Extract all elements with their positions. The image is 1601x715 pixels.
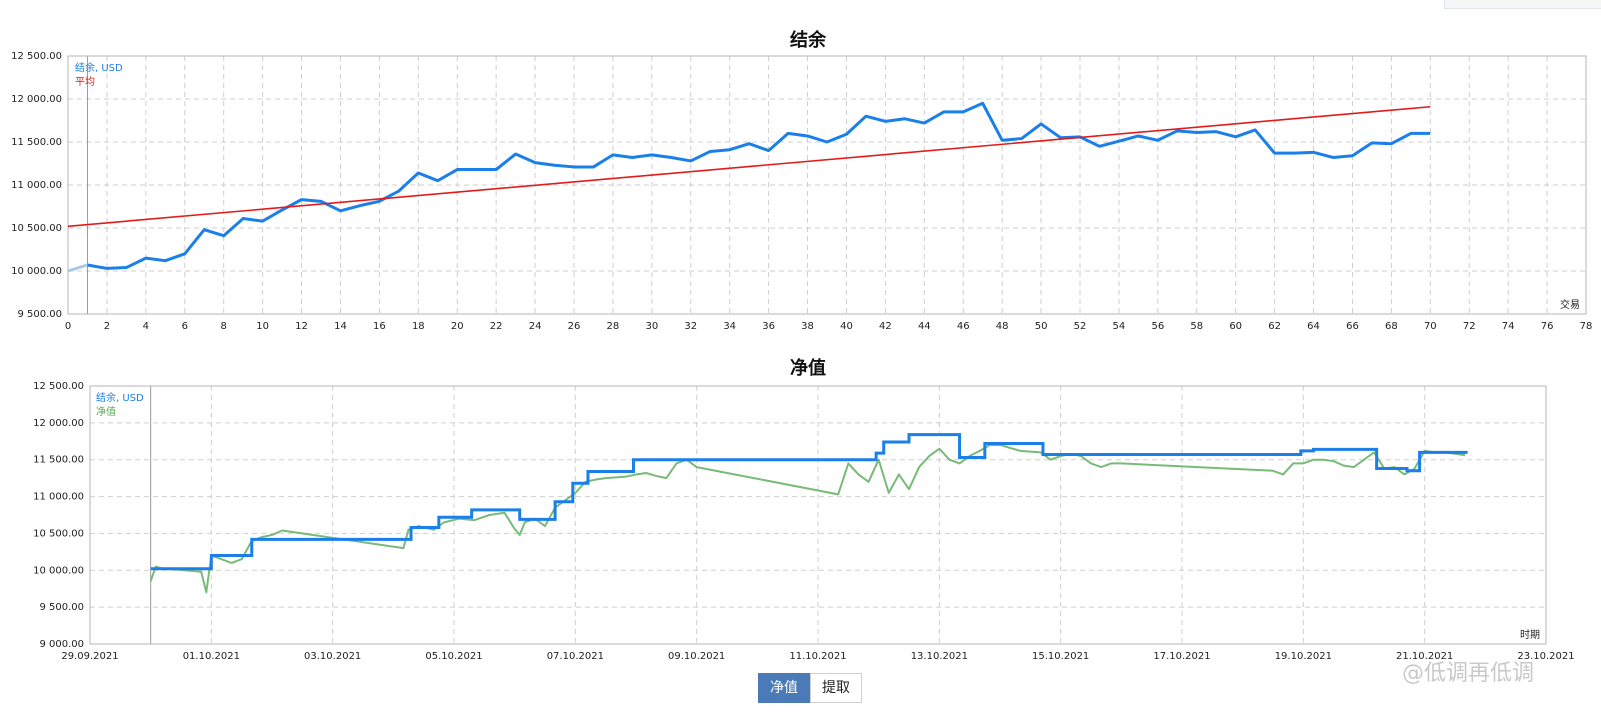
chart1-x-tick-label: 30 bbox=[645, 321, 658, 332]
chart2-x-tick-label: 29.09.2021 bbox=[61, 651, 118, 662]
chart1-x-tick-label: 26 bbox=[568, 321, 581, 332]
chart1-series bbox=[67, 101, 1431, 273]
chart1-x-tick-label: 48 bbox=[996, 321, 1009, 332]
chart1-y-tick-label: 11 000.00 bbox=[11, 180, 62, 191]
chart2-y-tick-label: 12 500.00 bbox=[33, 381, 84, 392]
chart1-x-tick-label: 20 bbox=[451, 321, 464, 332]
chart1-x-tick-label: 40 bbox=[840, 321, 853, 332]
chart1-x-tick-label: 38 bbox=[801, 321, 814, 332]
chart2-grid bbox=[90, 386, 1546, 644]
chart2-x-tick-label: 09.10.2021 bbox=[668, 651, 725, 662]
chart1-x-tick-label: 60 bbox=[1229, 321, 1242, 332]
chart1-y-tick-label: 10 500.00 bbox=[11, 223, 62, 234]
chart1-x-axis: 0 2 4 6 8 10 12 14 16 18 20 22 24 26 28 30 32 34 36 38 40 42 4… bbox=[65, 321, 1593, 332]
chart2-x-axis: 29.09.2021 01.10.2021 03.10.2021 05.10.2021… bbox=[61, 651, 1574, 662]
chart1-x-tick-label: 34 bbox=[723, 321, 736, 332]
chart1-title: 结余 bbox=[790, 29, 827, 51]
chart2-y-tick-label: 10 000.00 bbox=[33, 565, 84, 576]
chart2-x-tick-label: 05.10.2021 bbox=[425, 651, 482, 662]
chart1-x-tick-label: 8 bbox=[221, 321, 227, 332]
chart1-x-tick-label: 10 bbox=[256, 321, 269, 332]
chart2-x-tick-label: 01.10.2021 bbox=[183, 651, 240, 662]
chart2-y-tick-label: 10 500.00 bbox=[33, 528, 84, 539]
chart1-x-tick-label: 70 bbox=[1424, 321, 1437, 332]
chart2-series bbox=[149, 433, 1468, 594]
chart-tabs: 净值 提取 bbox=[758, 673, 862, 703]
chart1-y-tick-label: 12 000.00 bbox=[11, 94, 62, 105]
chart1-x-tick-label: 32 bbox=[684, 321, 697, 332]
chart1-x-tick-label: 28 bbox=[607, 321, 620, 332]
chart2-y-tick-label: 11 500.00 bbox=[33, 455, 84, 466]
chart1-x-tick-label: 36 bbox=[762, 321, 775, 332]
chart2-y-tick-label: 9 500.00 bbox=[39, 602, 84, 613]
chart2-x-tick-label: 23.10.2021 bbox=[1517, 651, 1574, 662]
chart1-x-tick-label: 22 bbox=[490, 321, 503, 332]
chart1-x-tick-label: 54 bbox=[1113, 321, 1126, 332]
chart1-x-tick-label: 50 bbox=[1035, 321, 1048, 332]
top-right-panel-edge bbox=[1444, 0, 1601, 9]
chart1-x-tick-label: 14 bbox=[334, 321, 347, 332]
chart1-x-tick-label: 16 bbox=[373, 321, 386, 332]
chart1-x-tick-label: 6 bbox=[182, 321, 188, 332]
chart1-balance-line bbox=[87, 101, 1431, 270]
chart2-plot-area bbox=[89, 385, 1547, 645]
chart1-y-axis: 9 500.00 10 000.00 10 500.00 11 000.00 11 50… bbox=[11, 51, 62, 320]
chart2-equity-line bbox=[149, 443, 1466, 594]
chart1-x-tick-label: 42 bbox=[879, 321, 892, 332]
chart1-legend-balance: 结余, USD bbox=[75, 61, 123, 74]
chart2-x-tick-label: 13.10.2021 bbox=[911, 651, 968, 662]
chart2-balance-line bbox=[150, 433, 1468, 571]
chart1-x-tick-label: 0 bbox=[65, 321, 71, 332]
chart1-grid bbox=[68, 56, 1586, 314]
chart1-x-tick-label: 66 bbox=[1346, 321, 1359, 332]
balance-chart: 结余 9 500.00 10 000.00 10 500.00 11 000.00 11… bbox=[11, 29, 1592, 332]
chart2-y-tick-label: 12 000.00 bbox=[33, 418, 84, 429]
tab-withdrawal[interactable]: 提取 bbox=[810, 673, 862, 703]
chart2-x-tick-label: 07.10.2021 bbox=[547, 651, 604, 662]
chart1-x-tick-label: 46 bbox=[957, 321, 970, 332]
chart1-x-tick-label: 12 bbox=[295, 321, 308, 332]
chart1-x-tick-label: 2 bbox=[104, 321, 110, 332]
chart2-x-label: 时期 bbox=[1520, 629, 1540, 641]
chart2-x-tick-label: 21.10.2021 bbox=[1396, 651, 1453, 662]
chart2-y-axis: 9 000.00 9 500.00 10 000.00 10 500.00 11 000… bbox=[33, 381, 84, 650]
chart1-x-tick-label: 56 bbox=[1151, 321, 1164, 332]
chart1-x-tick-label: 72 bbox=[1463, 321, 1476, 332]
chart1-plot-area bbox=[67, 55, 1587, 315]
chart2-x-tick-label: 17.10.2021 bbox=[1153, 651, 1210, 662]
tab-equity[interactable]: 净值 bbox=[758, 673, 810, 703]
chart1-balance-initial-segment bbox=[67, 263, 88, 273]
chart1-average-line bbox=[67, 105, 1431, 228]
equity-chart: 净值 9 000.00 9 500.00 10 000.00 10 500.00 11 … bbox=[33, 357, 1575, 662]
chart1-x-tick-label: 62 bbox=[1268, 321, 1281, 332]
chart1-x-tick-label: 78 bbox=[1580, 321, 1593, 332]
chart1-x-tick-label: 4 bbox=[143, 321, 149, 332]
chart1-x-tick-label: 44 bbox=[918, 321, 931, 332]
chart1-y-tick-label: 12 500.00 bbox=[11, 51, 62, 62]
chart1-x-tick-label: 18 bbox=[412, 321, 425, 332]
chart1-y-tick-label: 10 000.00 bbox=[11, 266, 62, 277]
chart2-legend-equity: 净值 bbox=[96, 405, 116, 418]
chart1-x-tick-label: 64 bbox=[1307, 321, 1320, 332]
chart2-legend-balance: 结余, USD bbox=[96, 391, 144, 404]
chart1-x-tick-label: 58 bbox=[1190, 321, 1203, 332]
chart1-x-label: 交易 bbox=[1560, 298, 1580, 311]
chart1-x-tick-label: 24 bbox=[529, 321, 542, 332]
chart1-x-tick-label: 52 bbox=[1074, 321, 1087, 332]
chart1-legend-average: 平均 bbox=[75, 76, 95, 88]
chart2-x-tick-label: 11.10.2021 bbox=[789, 651, 846, 662]
chart1-x-tick-label: 74 bbox=[1502, 321, 1515, 332]
chart2-x-tick-label: 03.10.2021 bbox=[304, 651, 361, 662]
chart1-y-tick-label: 11 500.00 bbox=[11, 137, 62, 148]
chart1-x-tick-label: 68 bbox=[1385, 321, 1398, 332]
chart2-x-tick-label: 15.10.2021 bbox=[1032, 651, 1089, 662]
chart1-y-tick-label: 9 500.00 bbox=[17, 309, 62, 320]
chart2-y-tick-label: 11 000.00 bbox=[33, 492, 84, 503]
chart1-x-tick-label: 76 bbox=[1541, 321, 1554, 332]
chart2-title: 净值 bbox=[790, 357, 826, 379]
chart2-x-tick-label: 19.10.2021 bbox=[1275, 651, 1332, 662]
chart2-y-tick-label: 9 000.00 bbox=[39, 639, 84, 650]
watermark-text: @低调再低调 bbox=[1402, 661, 1535, 686]
